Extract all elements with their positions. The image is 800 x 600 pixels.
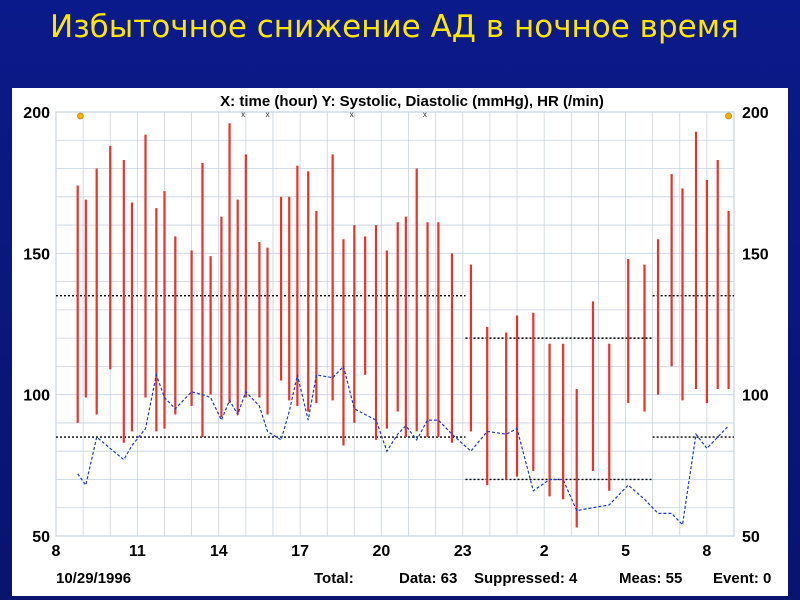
x-tick-label: 20 xyxy=(373,543,391,560)
y-tick-label-right: 150 xyxy=(742,246,769,263)
event-mark: x xyxy=(241,110,245,119)
footer-event: Event: 0 xyxy=(713,570,771,587)
event-mark: x xyxy=(266,110,270,119)
top-marker-dot xyxy=(725,112,732,120)
y-axis-left: 200 150 100 50 xyxy=(23,105,50,546)
x-tick-label: 11 xyxy=(129,543,146,560)
x-tick-label: 14 xyxy=(210,543,228,560)
y-tick-label-left: 200 xyxy=(23,105,50,122)
chart-header: X: time (hour) Y: Systolic, Diastolic (m… xyxy=(220,93,604,110)
bp-chart: x x x x 200 150 100 50 200 150 100 50 8 11 14 17 20 23… xyxy=(23,93,771,587)
footer-data: Data: 63 xyxy=(399,570,457,587)
x-tick-label: 2 xyxy=(540,543,549,560)
event-mark: x xyxy=(350,110,354,119)
x-axis: 8 11 14 17 20 23 2 5 8 xyxy=(52,543,712,560)
grid xyxy=(55,111,735,537)
footer-date: 10/29/1996 xyxy=(56,570,131,587)
event-mark: x xyxy=(423,110,427,119)
y-axis-right: 200 150 100 50 xyxy=(742,105,769,546)
footer-meas: Meas: 55 xyxy=(619,570,682,587)
plot-frame xyxy=(55,111,735,537)
y-tick-label-right: 50 xyxy=(742,529,760,546)
y-tick-label-left: 50 xyxy=(32,529,50,546)
x-tick-label: 23 xyxy=(454,543,472,560)
hr-series-line xyxy=(77,365,730,526)
y-tick-label-left: 150 xyxy=(23,246,50,263)
y-tick-label-right: 100 xyxy=(742,388,769,405)
y-tick-label-left: 100 xyxy=(23,388,50,405)
x-tick-label: 17 xyxy=(291,543,309,560)
top-marker-dot xyxy=(77,112,84,120)
bp-range-bars xyxy=(76,123,730,528)
hr-line xyxy=(77,365,730,526)
x-tick-label: 8 xyxy=(52,543,61,560)
slide-title: Избыточное снижение АД в ночное время xyxy=(50,9,739,45)
y-tick-label-right: 200 xyxy=(742,105,769,122)
footer-suppressed: Suppressed: 4 xyxy=(474,570,578,587)
x-tick-label: 5 xyxy=(621,543,630,560)
chart-panel: x x x x 200 150 100 50 200 150 100 50 8 11 14 17 20 23… xyxy=(12,88,788,596)
footer-total: Total: xyxy=(314,570,354,587)
x-tick-label: 8 xyxy=(702,543,711,560)
